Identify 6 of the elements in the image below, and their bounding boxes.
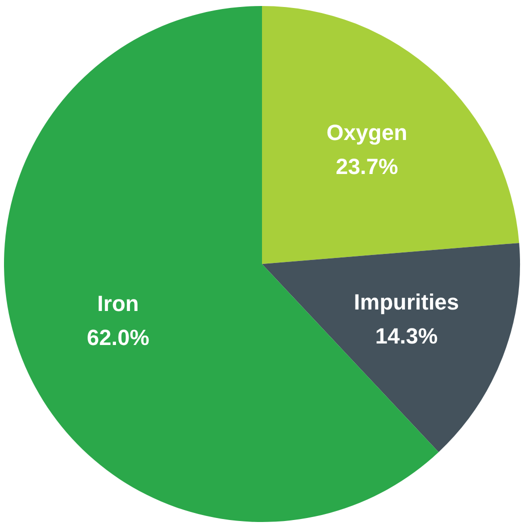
slice-label: Impurities xyxy=(354,290,460,315)
data-label: 62.0% xyxy=(86,325,150,350)
data-label: 14.3% xyxy=(375,324,438,349)
slice-label: Iron xyxy=(97,291,139,316)
slice-label: Oxygen xyxy=(326,120,408,146)
data-label: 23.7% xyxy=(336,154,398,180)
